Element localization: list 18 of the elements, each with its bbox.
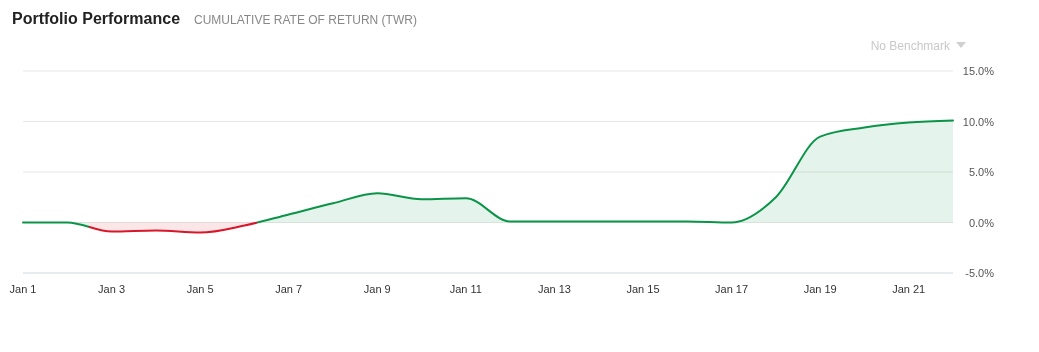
- x-tick-label: Jan 3: [98, 283, 126, 295]
- x-tick-label: Jan 9: [363, 283, 391, 295]
- x-tick-label: Jan 21: [892, 283, 926, 295]
- x-tick-label: Jan 1: [9, 283, 37, 295]
- x-tick-label: Jan 19: [803, 283, 837, 295]
- x-tick-label: Jan 5: [186, 283, 214, 295]
- x-tick-label: Jan 15: [626, 283, 660, 295]
- y-tick-label: 5.0%: [968, 166, 995, 178]
- y-tick-label: 0.0%: [968, 216, 995, 229]
- chart-subtitle: CUMULATIVE RATE OF RETURN (TWR): [194, 13, 417, 27]
- y-tick-label: 10.0%: [962, 115, 995, 128]
- x-tick-label: Jan 17: [715, 283, 749, 295]
- chart-title: Portfolio Performance: [12, 10, 181, 27]
- x-tick-label: Jan 13: [537, 283, 571, 295]
- y-tick-label: 15.0%: [962, 65, 995, 77]
- y-tick-label: -5.0%: [965, 267, 995, 279]
- x-tick-label: Jan 7: [275, 283, 303, 295]
- x-tick-label: Jan 11: [449, 283, 482, 295]
